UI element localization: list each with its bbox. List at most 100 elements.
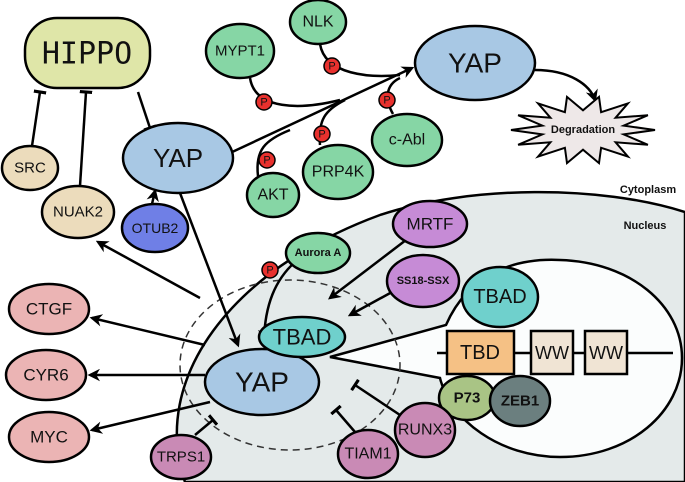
- mrtf-to-tbad: [328, 239, 407, 300]
- node-mrtf: MRTF: [391, 199, 469, 249]
- otub2-to-yap: [146, 188, 159, 205]
- node-p73: P73: [437, 374, 497, 422]
- yap_cyto-shape: [121, 121, 235, 195]
- inhibit-src-hippo: [30, 89, 47, 147]
- degradation-burst: Degradation: [510, 94, 656, 166]
- node-cabl: c-Abl: [370, 112, 444, 168]
- phosphorylation-marker: P: [323, 57, 341, 75]
- ss18-to-tbad: [347, 290, 393, 317]
- cabl-label: c-Abl: [389, 132, 425, 149]
- ww-domain: WW: [529, 329, 575, 376]
- prp4k-label: PRP4K: [312, 164, 365, 181]
- yap-to-nuak2: [95, 240, 201, 300]
- tbd-shape: [445, 329, 516, 376]
- otub2-label: OTUB2: [132, 220, 179, 236]
- runx3-inhibit: [350, 378, 401, 417]
- phospho-label: P: [263, 155, 270, 167]
- tbad-label: TBAD: [273, 325, 332, 350]
- akt-label: AKT: [257, 187, 288, 204]
- akt-shape: [245, 171, 301, 219]
- inhibit-hippo-yap: [136, 91, 157, 132]
- aurora-shape: [284, 231, 352, 275]
- node-trps1: TRPS1: [149, 433, 213, 481]
- node-myc: MYC: [7, 410, 91, 464]
- yap_phospho-label: YAP: [448, 48, 502, 79]
- phosphorylation-marker: P: [261, 261, 279, 279]
- trps1-label: TRPS1: [157, 449, 205, 466]
- node-prp4k: PRP4K: [301, 143, 375, 201]
- degradation-label: Degradation: [551, 124, 615, 136]
- trps1-inhibit: [194, 414, 219, 436]
- phospho-label: P: [383, 95, 390, 107]
- yap-phosphorylation: [229, 66, 415, 155]
- node-nuak2: NUAK2: [40, 184, 116, 240]
- burst-icon: [510, 94, 656, 166]
- tbad-shape: [257, 315, 347, 359]
- trps1-shape: [149, 433, 213, 481]
- cabl-shape: [370, 112, 444, 168]
- yap-to-degradation: [534, 68, 598, 103]
- myc-shape: [7, 410, 91, 464]
- zeb1-label: ZEB1: [501, 393, 539, 410]
- phospho-label: P: [266, 265, 273, 277]
- hippo-label: HIPPO: [42, 37, 132, 72]
- phospho-icon: [255, 93, 273, 111]
- tbad_inset-shape: [460, 265, 540, 329]
- inhibit-nuak2-hippo: [78, 90, 93, 187]
- mypt1-shape: [204, 22, 276, 80]
- nlk-shape: [288, 0, 348, 46]
- phosphorylation-marker: P: [313, 125, 331, 143]
- tiam1-shape: [336, 428, 400, 480]
- nuak2-shape: [40, 184, 116, 240]
- ctgf-label: CTGF: [26, 300, 72, 319]
- nuak2-label: NUAK2: [53, 204, 103, 221]
- runx3-shape: [393, 401, 457, 459]
- phospho-icon: [323, 57, 341, 75]
- yap-to-ctgf: [89, 314, 206, 347]
- p73-label: P73: [454, 390, 481, 407]
- akt-edge: [256, 128, 291, 177]
- yap-translocation: [178, 192, 241, 348]
- node-hippo: HIPPO: [23, 16, 152, 90]
- node-tiam1: TIAM1: [336, 428, 400, 480]
- tiam1-inhibit: [330, 404, 356, 433]
- yap_phospho-shape: [413, 24, 537, 102]
- ww1-shape: [529, 329, 575, 376]
- phospho-icon: [378, 91, 396, 109]
- yap_nuc-shape: [203, 347, 321, 417]
- node-ctgf: CTGF: [7, 282, 91, 336]
- cyr6-shape: [4, 348, 88, 402]
- tbad_inset-label: TBAD: [473, 286, 526, 308]
- zeb1-shape: [488, 374, 552, 428]
- phospho-label: P: [328, 61, 335, 73]
- mypt1-label: MYPT1: [215, 43, 265, 60]
- mrtf-label: MRTF: [407, 215, 454, 234]
- yap_nuc-label: YAP: [235, 367, 289, 398]
- node-yap_cyto: YAP: [121, 121, 235, 195]
- mrtf-shape: [391, 199, 469, 249]
- ww-domain: WW: [583, 329, 629, 376]
- ww1-label: WW: [535, 343, 569, 363]
- node-yap_nuc: YAP: [203, 347, 321, 417]
- phospho-label: P: [260, 97, 267, 109]
- ww2-label: WW: [589, 343, 623, 363]
- runx3-label: RUNX3: [398, 422, 452, 439]
- phospho-icon: [261, 261, 279, 279]
- phosphorylation-marker: P: [258, 151, 276, 169]
- ww2-shape: [583, 329, 629, 376]
- phosphorylation-marker: P: [378, 91, 396, 109]
- hippo-shape: [23, 16, 152, 90]
- yap-to-myc: [89, 400, 211, 434]
- nucleus-label: Nucleus: [624, 220, 667, 232]
- src-label: SRC: [14, 160, 46, 177]
- phospho-label: P: [318, 129, 325, 141]
- myc-label: MYC: [30, 428, 68, 447]
- aurora-label: Aurora A: [295, 247, 342, 259]
- node-tbad: TBAD: [257, 315, 347, 359]
- node-runx3: RUNX3: [393, 401, 457, 459]
- cyr6-label: CYR6: [23, 366, 68, 385]
- tiam1-label: TIAM1: [344, 446, 391, 463]
- node-otub2: OTUB2: [120, 202, 190, 254]
- mypt1-edge: [248, 77, 341, 108]
- node-src: SRC: [0, 144, 60, 192]
